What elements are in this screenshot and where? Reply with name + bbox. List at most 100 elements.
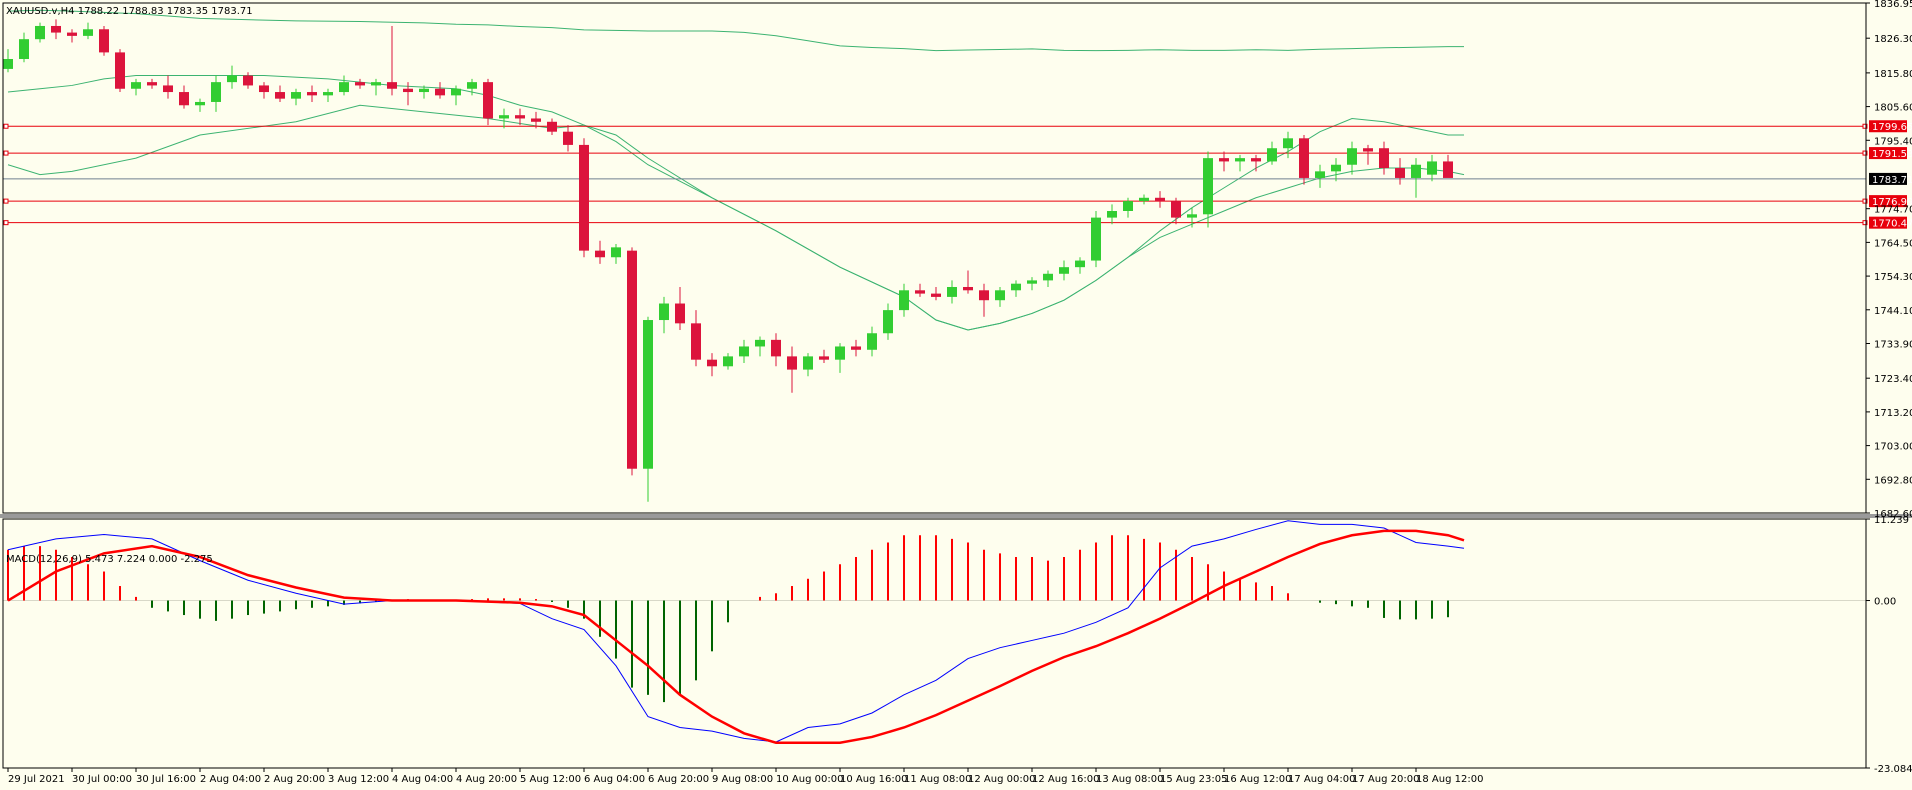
price-level-handle[interactable] — [1862, 150, 1868, 156]
macd-panel[interactable] — [3, 520, 1866, 744]
candle[interactable] — [211, 75, 221, 112]
candle[interactable] — [931, 286, 941, 301]
price-level-handle[interactable] — [3, 198, 9, 204]
candle[interactable] — [483, 78, 493, 126]
candle[interactable] — [371, 78, 381, 96]
candle[interactable] — [867, 326, 877, 357]
candle[interactable] — [403, 82, 413, 106]
candle[interactable] — [355, 78, 365, 89]
candle[interactable] — [1011, 280, 1021, 297]
candle[interactable] — [67, 29, 77, 43]
candle[interactable] — [739, 339, 749, 363]
candle[interactable] — [147, 78, 157, 89]
candle[interactable] — [339, 75, 349, 96]
candle[interactable] — [707, 353, 717, 377]
candle[interactable] — [963, 270, 973, 294]
candle[interactable] — [1043, 270, 1053, 287]
candle[interactable] — [499, 108, 509, 129]
candle[interactable] — [1251, 154, 1261, 172]
candle[interactable] — [19, 32, 29, 63]
candle[interactable] — [1171, 197, 1181, 225]
candle[interactable] — [1155, 191, 1165, 208]
candle[interactable] — [947, 280, 957, 304]
candle[interactable] — [115, 49, 125, 93]
candle[interactable] — [275, 85, 285, 102]
candle[interactable] — [51, 19, 61, 40]
candle[interactable] — [1347, 141, 1357, 175]
candle[interactable] — [595, 240, 605, 264]
candle[interactable] — [531, 111, 541, 129]
main-price-panel[interactable] — [3, 9, 1868, 502]
candle[interactable] — [323, 88, 333, 102]
candle[interactable] — [291, 88, 301, 106]
candle[interactable] — [1267, 141, 1277, 165]
candle[interactable] — [1331, 158, 1341, 182]
candle[interactable] — [771, 333, 781, 367]
candle[interactable] — [611, 244, 621, 264]
candle[interactable] — [1075, 257, 1085, 274]
candle[interactable] — [1203, 151, 1213, 228]
price-level-handle[interactable] — [3, 220, 9, 226]
candle[interactable] — [1395, 158, 1405, 185]
candle[interactable] — [99, 25, 109, 56]
candle[interactable] — [419, 85, 429, 99]
candle[interactable] — [915, 283, 925, 297]
price-level-handle[interactable] — [3, 150, 9, 156]
price-level-handle[interactable] — [1862, 123, 1868, 129]
candle[interactable] — [643, 316, 653, 502]
candle[interactable] — [1379, 141, 1389, 175]
candle[interactable] — [1411, 158, 1421, 198]
candle[interactable] — [179, 85, 189, 109]
candle[interactable] — [1315, 164, 1325, 188]
candle[interactable] — [1299, 135, 1309, 185]
candle[interactable] — [435, 82, 445, 99]
candle[interactable] — [307, 85, 317, 102]
candle[interactable] — [803, 353, 813, 377]
candle[interactable] — [835, 343, 845, 373]
candle[interactable] — [3, 49, 13, 73]
candle[interactable] — [979, 283, 989, 317]
candle[interactable] — [755, 336, 765, 357]
candle[interactable] — [1139, 194, 1149, 205]
candle[interactable] — [1283, 131, 1293, 159]
candle[interactable] — [387, 25, 397, 96]
candle[interactable] — [883, 303, 893, 340]
candle[interactable] — [195, 98, 205, 112]
candle[interactable] — [259, 82, 269, 99]
candle[interactable] — [691, 310, 701, 367]
candle[interactable] — [899, 283, 909, 317]
candle[interactable] — [1107, 204, 1117, 225]
candle[interactable] — [1235, 154, 1245, 172]
price-level-handle[interactable] — [3, 123, 9, 129]
candle[interactable] — [675, 286, 685, 330]
candle[interactable] — [1123, 197, 1133, 218]
candle[interactable] — [1363, 144, 1373, 165]
candle[interactable] — [515, 108, 525, 126]
candle[interactable] — [819, 349, 829, 363]
candle[interactable] — [467, 78, 477, 96]
candle[interactable] — [627, 247, 637, 476]
price-level-handle[interactable] — [1862, 198, 1868, 204]
candle[interactable] — [227, 65, 237, 89]
candle[interactable] — [547, 118, 557, 136]
candle[interactable] — [1219, 151, 1229, 172]
candle[interactable] — [1059, 260, 1069, 281]
candle[interactable] — [579, 138, 589, 258]
candle[interactable] — [851, 339, 861, 357]
candle[interactable] — [787, 346, 797, 393]
candle[interactable] — [1187, 207, 1197, 228]
candle[interactable] — [1027, 277, 1037, 291]
candle[interactable] — [35, 22, 45, 43]
price-level-handle[interactable] — [1862, 220, 1868, 226]
candle[interactable] — [1443, 154, 1453, 178]
candle[interactable] — [1091, 210, 1101, 268]
candle[interactable] — [451, 85, 461, 106]
candle[interactable] — [723, 353, 733, 370]
candle[interactable] — [83, 22, 93, 40]
candle[interactable] — [163, 75, 173, 99]
candle[interactable] — [563, 125, 573, 152]
candle[interactable] — [995, 286, 1005, 307]
candle[interactable] — [131, 78, 141, 96]
candle[interactable] — [659, 296, 669, 334]
